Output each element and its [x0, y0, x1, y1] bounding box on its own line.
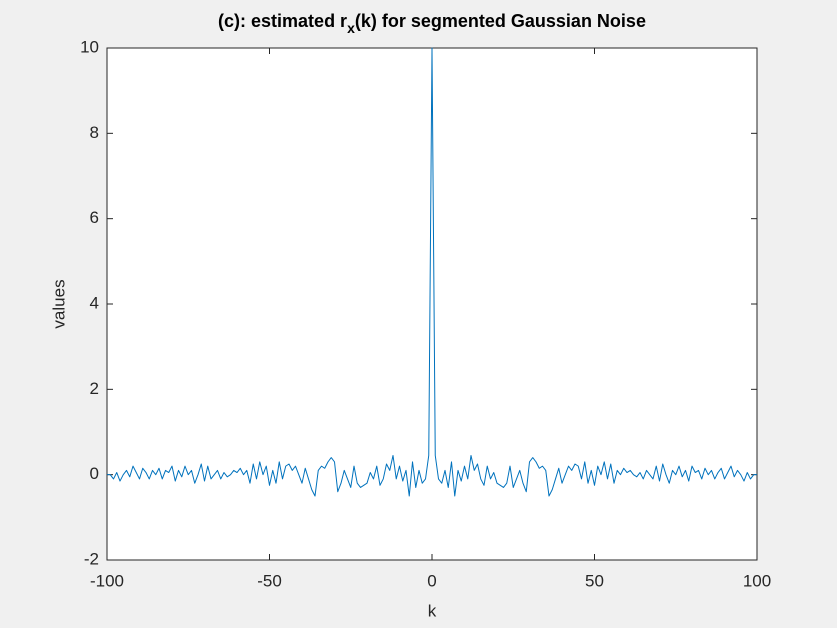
x-tick-label: -100	[90, 571, 124, 590]
x-tick-label: 100	[743, 571, 771, 590]
chart-title: (c): estimated rx(k) for segmented Gauss…	[218, 11, 646, 36]
x-tick-label: -50	[257, 571, 282, 590]
x-tick-label: 50	[585, 571, 604, 590]
axes-box	[106, 47, 758, 561]
data-line	[107, 47, 757, 497]
y-tick-label: 10	[80, 37, 99, 56]
y-tick-label: 2	[90, 379, 99, 398]
title-subscript: x	[347, 20, 355, 36]
x-axis-label: k	[428, 601, 437, 620]
title-part: (c): estimated r	[218, 11, 347, 31]
y-tick-label: 0	[90, 464, 99, 483]
title-part: (k) for segmented Gaussian Noise	[355, 11, 646, 31]
y-axis-label: values	[49, 279, 68, 328]
y-tick-label: 4	[90, 293, 99, 312]
x-tick-label: 0	[427, 571, 436, 590]
y-tick-label: 6	[90, 208, 99, 227]
y-tick-label: 8	[90, 123, 99, 142]
y-tick-label: -2	[84, 549, 99, 568]
